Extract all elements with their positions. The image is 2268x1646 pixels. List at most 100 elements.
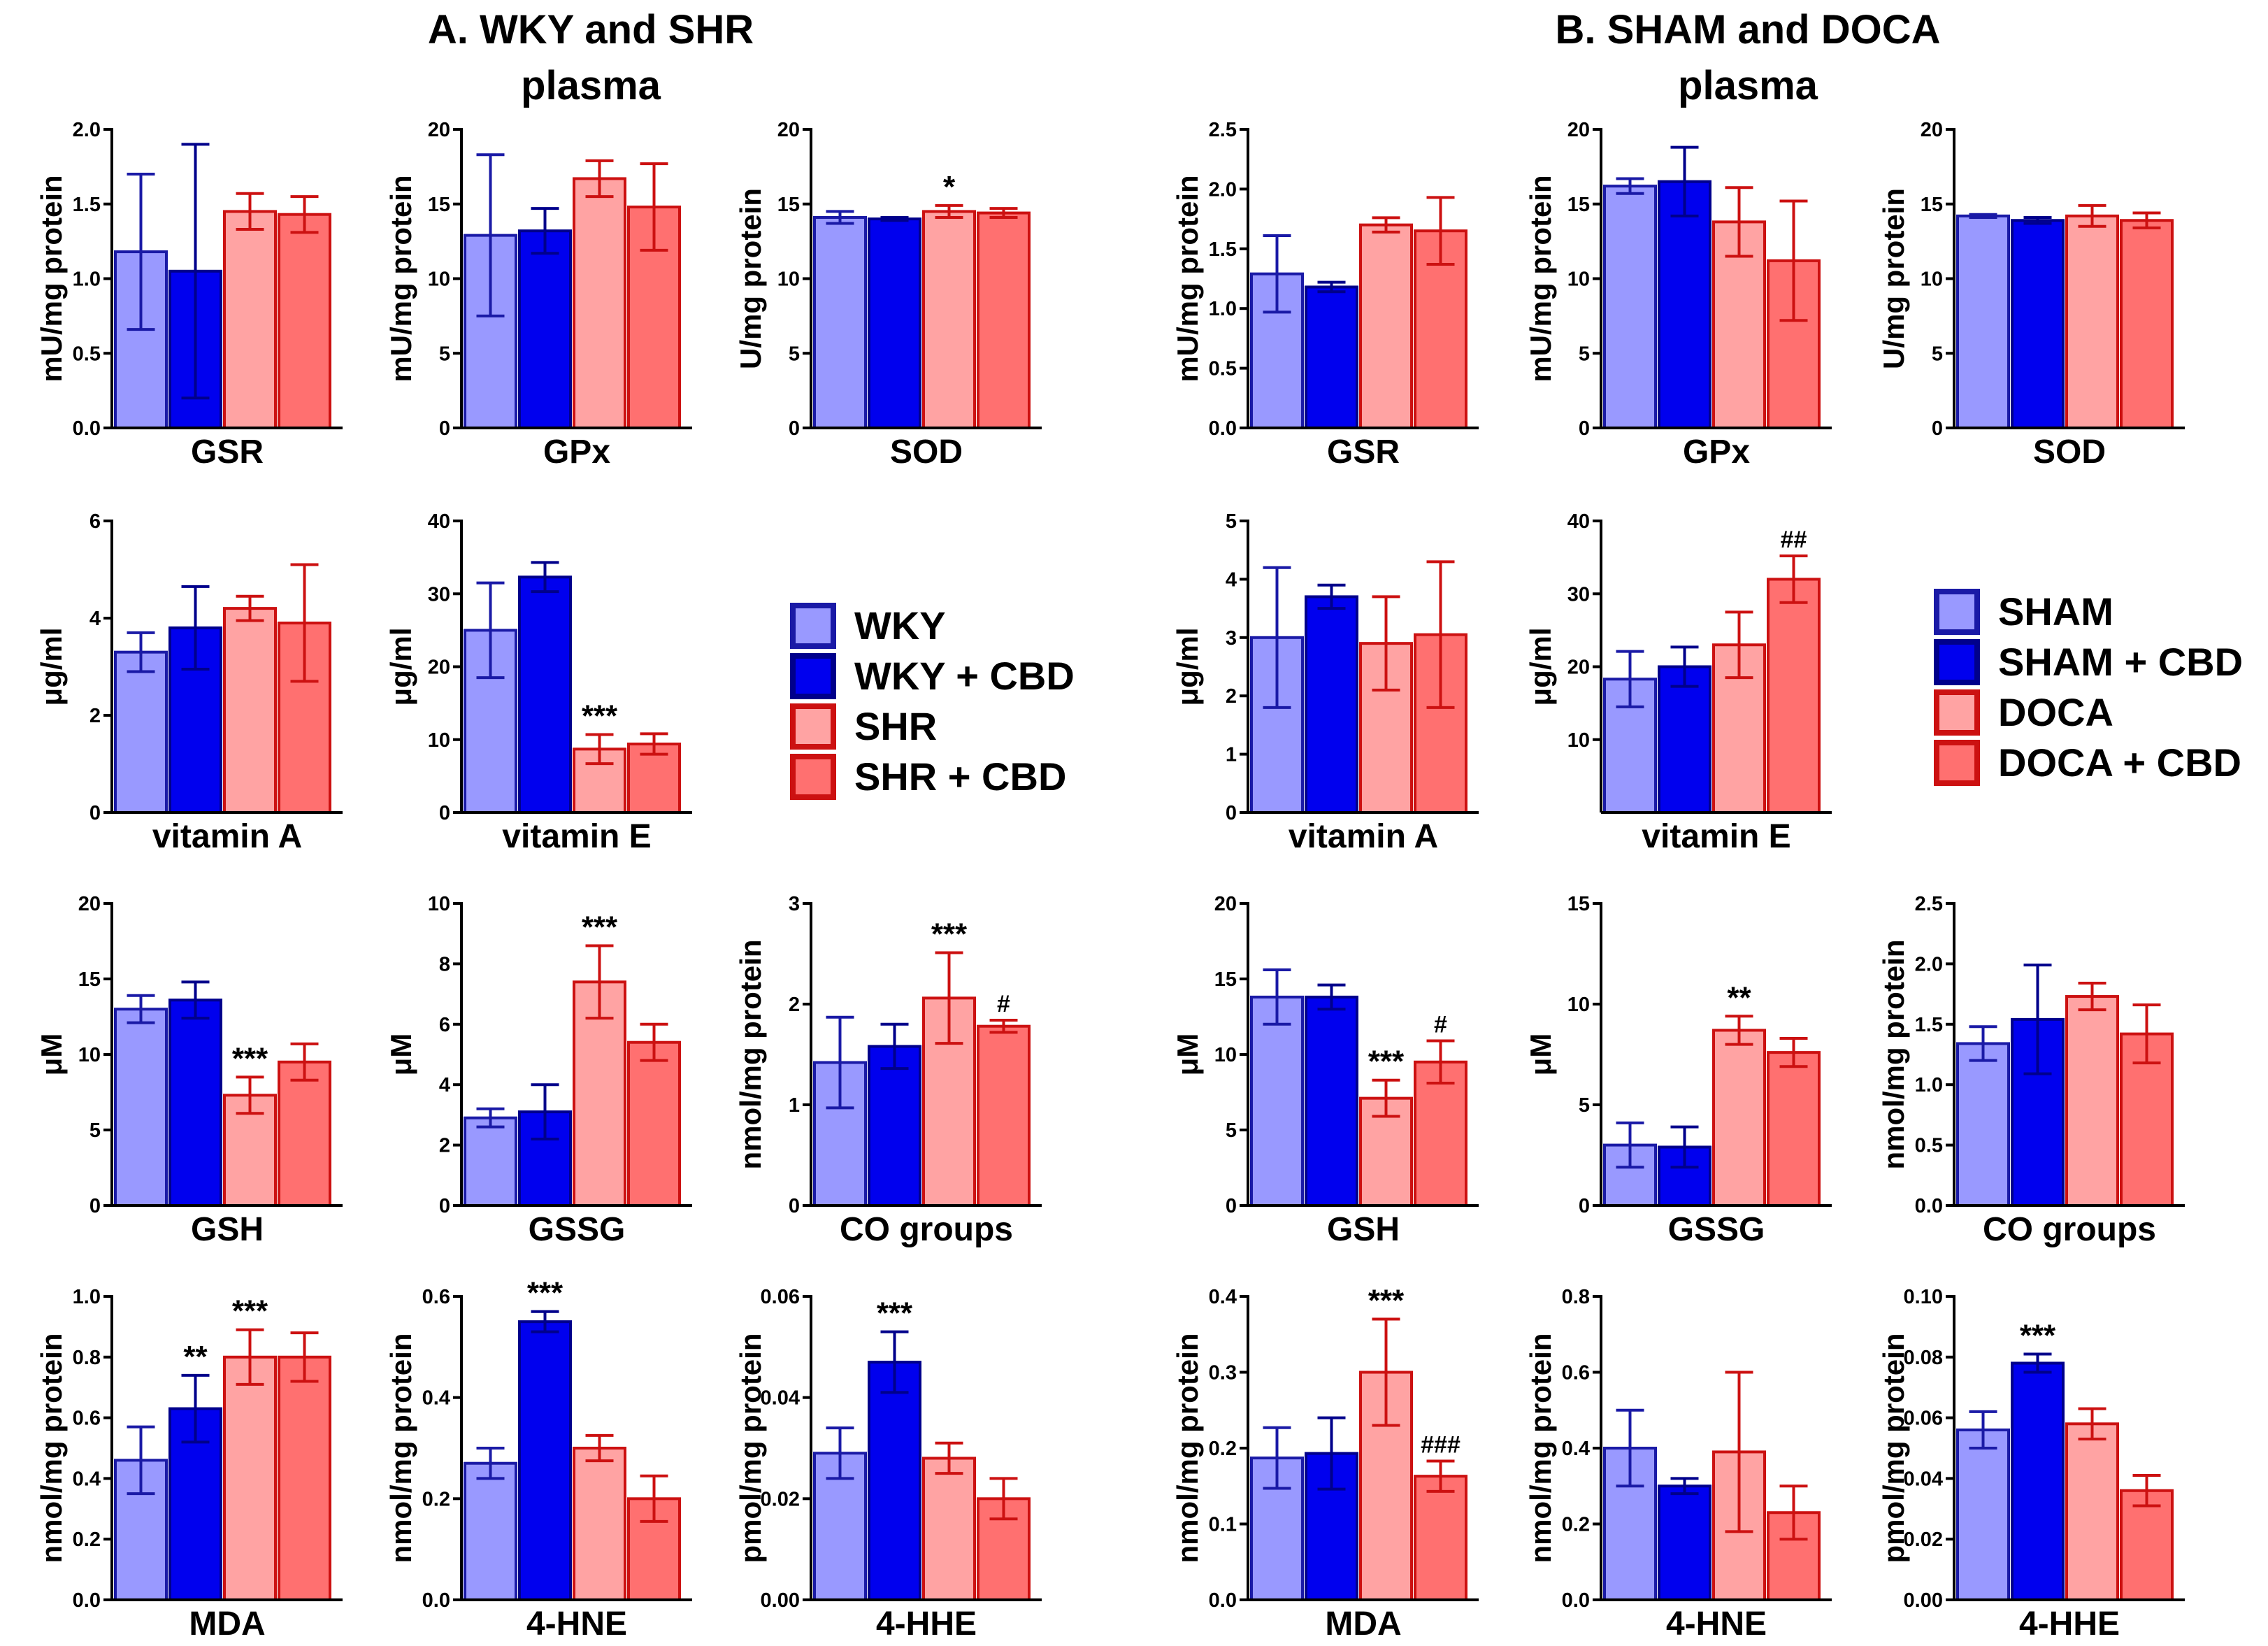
ytick-label-b-vitamin-e: 40 bbox=[1567, 510, 1590, 533]
legend-label-3: SHR bbox=[854, 704, 937, 748]
bar-b-vitamin-e-4 bbox=[1767, 578, 1821, 815]
ytick-label-a-sod: 5 bbox=[789, 343, 800, 365]
bar-b-4-hhe-3 bbox=[2065, 1422, 2119, 1602]
ytick-label-a-gpx: 5 bbox=[439, 343, 450, 365]
ytick-label-a-mda: 0.4 bbox=[73, 1468, 101, 1490]
significance-b-mda-4: ### bbox=[1421, 1431, 1460, 1458]
bar-b-gpx-1 bbox=[1603, 185, 1657, 429]
ylabel-a-gpx: mU/mg protein bbox=[385, 175, 417, 382]
ytick-label-a-4-hhe: 0.02 bbox=[761, 1488, 800, 1510]
bar-a-vitamin-e-2 bbox=[518, 575, 572, 815]
ytick-label-b-co-groups: 1.5 bbox=[1915, 1014, 1943, 1036]
legend-swatch-4 bbox=[1934, 740, 1980, 786]
ytick-label-b-4-hne: 0.4 bbox=[1562, 1438, 1590, 1460]
bar-a-gssg-1 bbox=[464, 1116, 517, 1207]
bar-b-gsh-2 bbox=[1305, 995, 1358, 1208]
ytick-label-b-gsh: 20 bbox=[1214, 893, 1237, 915]
ytick-label-b-sod: 15 bbox=[1921, 194, 1943, 216]
ylabel-b-vitamin-e: μg/ml bbox=[1524, 627, 1557, 706]
bar-a-gsh-2 bbox=[168, 999, 222, 1207]
ytick-label-b-4-hhe: 0.04 bbox=[1904, 1468, 1943, 1490]
ytick-label-b-gssg: 5 bbox=[1579, 1094, 1590, 1117]
ylabel-b-sod: U/mg protein bbox=[1877, 188, 1910, 369]
panel-b-4-hhe: *** 0.00 0.02 0.04 0.06 0.08 0.10 pmol/mg prote… bbox=[1877, 1286, 2185, 1643]
bar-b-4-hhe-4 bbox=[2120, 1489, 2174, 1602]
ytick-label-a-4-hne: 0.0 bbox=[422, 1589, 450, 1612]
ytick-label-b-gssg: 15 bbox=[1567, 893, 1590, 915]
ytick-label-b-sod: 0 bbox=[1932, 417, 1943, 440]
xlabel-a-4-hne: 4-HNE bbox=[526, 1605, 627, 1643]
ytick-label-b-vitamin-e: 20 bbox=[1567, 657, 1590, 679]
ytick-label-a-sod: 20 bbox=[777, 119, 800, 141]
bar-b-sod-3 bbox=[2065, 214, 2119, 429]
ytick-label-a-gsh: 5 bbox=[89, 1119, 101, 1142]
ytick-label-a-mda: 0.0 bbox=[73, 1589, 101, 1612]
ytick-label-b-vitamin-a: 3 bbox=[1226, 627, 1237, 650]
panel-b-4-hne: 0.0 0.2 0.4 0.6 0.8 nmol/mg protein 4-HNE bbox=[1524, 1286, 1832, 1643]
ytick-label-b-co-groups: 0.0 bbox=[1915, 1195, 1943, 1217]
panel-a-vitamin-e: *** 0 10 20 30 40 μg/ml vitamin E bbox=[385, 510, 692, 855]
ytick-label-a-4-hne: 0.4 bbox=[422, 1387, 450, 1410]
ytick-label-b-gpx: 15 bbox=[1567, 194, 1590, 216]
title-a-line2: plasma bbox=[521, 63, 661, 108]
ytick-label-b-mda: 0.0 bbox=[1209, 1589, 1237, 1612]
ytick-label-a-gssg: 10 bbox=[428, 893, 450, 915]
legend-label-2: SHAM + CBD bbox=[1998, 640, 2243, 684]
legend-label-1: WKY bbox=[854, 603, 946, 647]
xlabel-b-co-groups: CO groups bbox=[1983, 1211, 2156, 1248]
ytick-label-a-gsh: 0 bbox=[89, 1195, 101, 1217]
legend-a: WKY WKY + CBD SHR SHR + CBD bbox=[790, 603, 1075, 800]
ytick-label-a-vitamin-e: 20 bbox=[428, 657, 450, 679]
panel-b-gsr: 0.0 0.5 1.0 1.5 2.0 2.5 mU/mg protein GSR bbox=[1171, 119, 1479, 471]
panel-b-vitamin-a: 0 1 2 3 4 5 μg/ml vitamin A bbox=[1171, 510, 1479, 855]
ytick-label-b-gsr: 0.5 bbox=[1209, 358, 1237, 380]
xlabel-b-sod: SOD bbox=[2033, 434, 2106, 471]
ytick-label-a-gsr: 0.0 bbox=[73, 417, 101, 440]
bar-b-co-groups-3 bbox=[2065, 995, 2119, 1208]
ylabel-b-gsr: mU/mg protein bbox=[1171, 175, 1204, 382]
xlabel-b-4-hne: 4-HNE bbox=[1666, 1605, 1767, 1643]
ylabel-b-mda: nmol/mg protein bbox=[1171, 1333, 1204, 1563]
bar-a-4-hne-2 bbox=[518, 1320, 572, 1601]
bar-b-sod-4 bbox=[2120, 219, 2174, 429]
ylabel-b-gpx: mU/mg protein bbox=[1524, 175, 1557, 382]
panel-a-gsh: *** 0 5 10 15 20 μM GSH bbox=[35, 893, 343, 1248]
xlabel-a-gssg: GSSG bbox=[529, 1211, 626, 1248]
xlabel-b-gpx: GPx bbox=[1683, 434, 1750, 471]
ytick-label-a-sod: 15 bbox=[777, 194, 800, 216]
significance-a-4-hne-2: *** bbox=[527, 1276, 564, 1310]
ytick-label-b-co-groups: 1.0 bbox=[1915, 1074, 1943, 1096]
ytick-label-b-gpx: 10 bbox=[1567, 269, 1590, 291]
bar-a-4-hhe-2 bbox=[868, 1361, 921, 1601]
title-b-line2: plasma bbox=[1678, 63, 1818, 108]
ytick-label-a-vitamin-a: 6 bbox=[89, 510, 101, 533]
significance-b-vitamin-e-4: ## bbox=[1781, 527, 1807, 553]
significance-a-4-hhe-2: *** bbox=[877, 1296, 913, 1331]
xlabel-b-gssg: GSSG bbox=[1668, 1211, 1765, 1248]
ytick-label-b-gsh: 15 bbox=[1214, 968, 1237, 991]
bar-b-gsr-2 bbox=[1305, 285, 1358, 429]
ytick-label-b-gsr: 2.5 bbox=[1209, 119, 1237, 141]
ytick-label-a-gsr: 0.5 bbox=[73, 343, 101, 365]
bar-b-gssg-4 bbox=[1767, 1051, 1821, 1207]
ytick-label-a-vitamin-a: 4 bbox=[89, 608, 101, 630]
ytick-label-a-gssg: 0 bbox=[439, 1195, 450, 1217]
ytick-label-a-co-groups: 0 bbox=[789, 1195, 800, 1217]
ytick-label-a-gssg: 4 bbox=[439, 1074, 450, 1096]
bar-a-co-groups-4 bbox=[977, 1024, 1031, 1208]
ytick-label-b-4-hhe: 0.10 bbox=[1904, 1286, 1943, 1308]
ytick-label-b-gsh: 10 bbox=[1214, 1044, 1237, 1066]
ytick-label-b-gsr: 0.0 bbox=[1209, 417, 1237, 440]
ytick-label-a-co-groups: 3 bbox=[789, 893, 800, 915]
ylabel-a-4-hhe: pmol/mg protein bbox=[734, 1333, 767, 1563]
legend-swatch-2 bbox=[1934, 639, 1980, 685]
xlabel-a-vitamin-e: vitamin E bbox=[502, 818, 651, 855]
panel-a-sod: * 0 5 10 15 20 U/mg protein SOD bbox=[734, 119, 1042, 471]
ylabel-a-gsh: μM bbox=[35, 1033, 68, 1076]
xlabel-a-sod: SOD bbox=[890, 434, 963, 471]
ytick-label-a-vitamin-e: 30 bbox=[428, 583, 450, 606]
xlabel-b-gsh: GSH bbox=[1327, 1211, 1400, 1248]
xlabel-b-4-hhe: 4-HHE bbox=[2019, 1605, 2120, 1643]
panel-a-co-groups: *** #0 1 2 3 nmol/mg protein CO groups bbox=[734, 893, 1042, 1248]
ylabel-a-sod: U/mg protein bbox=[734, 188, 767, 369]
